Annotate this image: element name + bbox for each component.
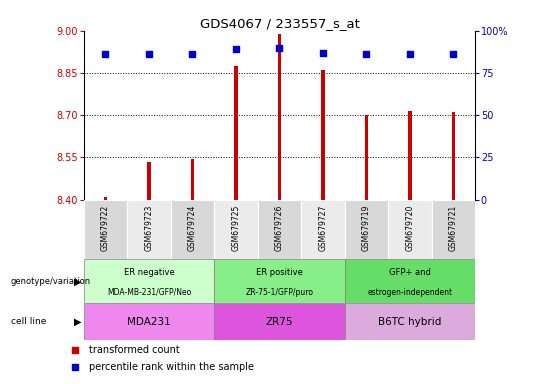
Text: B6TC hybrid: B6TC hybrid bbox=[378, 316, 442, 327]
Bar bbox=[301, 200, 345, 259]
Point bbox=[188, 51, 197, 58]
Text: ER positive: ER positive bbox=[256, 268, 303, 277]
Bar bbox=[345, 259, 475, 303]
Bar bbox=[451, 113, 455, 200]
Bar bbox=[214, 303, 345, 340]
Text: GSM679721: GSM679721 bbox=[449, 204, 458, 251]
Point bbox=[145, 51, 153, 58]
Text: genotype/variation: genotype/variation bbox=[11, 277, 91, 286]
Bar bbox=[147, 162, 151, 200]
Bar bbox=[258, 200, 301, 259]
Bar bbox=[84, 259, 214, 303]
Text: GSM679720: GSM679720 bbox=[406, 204, 415, 251]
Bar bbox=[104, 197, 107, 200]
Text: ER negative: ER negative bbox=[124, 268, 174, 277]
Bar bbox=[84, 303, 214, 340]
Bar bbox=[214, 259, 345, 303]
Title: GDS4067 / 233557_s_at: GDS4067 / 233557_s_at bbox=[199, 17, 360, 30]
Text: transformed count: transformed count bbox=[89, 344, 180, 354]
Bar bbox=[364, 115, 368, 200]
Text: GFP+ and: GFP+ and bbox=[389, 268, 431, 277]
Bar bbox=[278, 33, 281, 200]
Text: ▶: ▶ bbox=[73, 316, 81, 327]
Text: GSM679723: GSM679723 bbox=[145, 204, 153, 251]
Text: GSM679724: GSM679724 bbox=[188, 204, 197, 251]
Text: GSM679727: GSM679727 bbox=[319, 204, 327, 251]
Text: percentile rank within the sample: percentile rank within the sample bbox=[89, 362, 254, 372]
Bar bbox=[191, 159, 194, 200]
Bar bbox=[345, 303, 475, 340]
Point bbox=[319, 50, 327, 56]
Bar bbox=[171, 200, 214, 259]
Bar bbox=[234, 66, 238, 200]
Point bbox=[275, 45, 284, 51]
Bar bbox=[408, 111, 411, 200]
Text: cell line: cell line bbox=[11, 317, 46, 326]
Point bbox=[449, 51, 458, 58]
Text: MDA231: MDA231 bbox=[127, 316, 171, 327]
Text: GSM679722: GSM679722 bbox=[101, 204, 110, 251]
Bar bbox=[388, 200, 431, 259]
Text: ▶: ▶ bbox=[73, 276, 81, 286]
Bar bbox=[321, 70, 325, 200]
Point bbox=[101, 51, 110, 58]
Point bbox=[71, 364, 80, 370]
Text: ZR75: ZR75 bbox=[266, 316, 293, 327]
Bar bbox=[345, 200, 388, 259]
Text: estrogen-independent: estrogen-independent bbox=[367, 288, 453, 297]
Text: GSM679726: GSM679726 bbox=[275, 204, 284, 251]
Bar bbox=[127, 200, 171, 259]
Point bbox=[362, 51, 371, 58]
Text: GSM679719: GSM679719 bbox=[362, 204, 371, 251]
Text: GSM679725: GSM679725 bbox=[232, 204, 240, 251]
Bar bbox=[84, 200, 127, 259]
Text: ZR-75-1/GFP/puro: ZR-75-1/GFP/puro bbox=[246, 288, 313, 297]
Bar bbox=[214, 200, 258, 259]
Text: MDA-MB-231/GFP/Neo: MDA-MB-231/GFP/Neo bbox=[107, 288, 191, 297]
Point bbox=[232, 46, 240, 52]
Bar bbox=[431, 200, 475, 259]
Point bbox=[406, 51, 414, 58]
Point bbox=[71, 346, 80, 353]
